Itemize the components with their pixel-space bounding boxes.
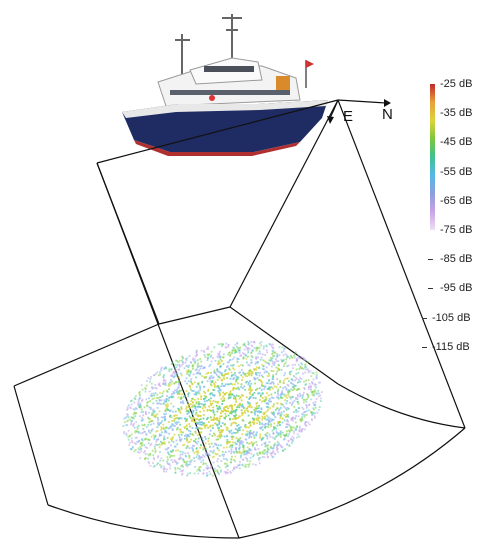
colorbar-tick-label: -95 dB [440,282,473,295]
colorbar-tick-mark [422,346,427,348]
beam-wireframe [13,99,466,539]
north-axis-label: N [382,106,393,123]
colorbar-tick-label: -25 dB [440,78,473,90]
colorbar-tick-mark [428,259,433,261]
colorbar: -25 dB -35 dB -45 dB -55 dB -65 dB -75 dB -85 … [422,78,498,353]
colorbar-tick-label: -55 dB [440,165,473,178]
backscatter-point-cloud [122,340,323,477]
north-axis-arrow [337,99,387,104]
colorbar-tick-label: -35 dB [440,107,473,120]
colorbar-gradient [430,84,435,230]
ship-hull [122,100,328,152]
colorbar-tick-label: -105 dB [432,311,471,324]
east-axis-arrow [329,99,339,119]
colorbar-tick-label: -65 dB [440,194,473,207]
colorbar-tick-mark [428,288,433,290]
axis-arrows [327,99,391,124]
colorbar-tick-label: -75 dB [440,224,473,236]
east-axis-label: E [343,108,354,125]
colorbar-tick-label: -45 dB [440,136,473,149]
colorbar-tick-label: -85 dB [440,253,473,266]
research-vessel-illustration [122,14,328,156]
colorbar-tick-mark [422,317,427,319]
colorbar-tick-label: -115 dB [432,340,470,353]
